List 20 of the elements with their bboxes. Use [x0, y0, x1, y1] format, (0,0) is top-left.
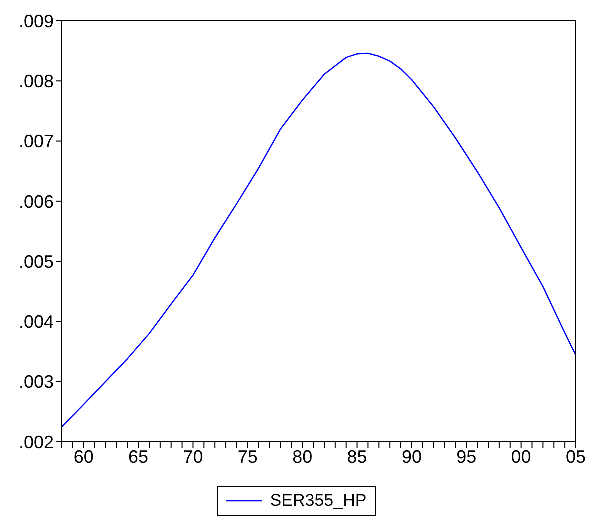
x-tick-label: 60	[74, 446, 94, 467]
x-tick-label: 00	[511, 446, 532, 467]
y-tick-label: .008	[18, 72, 54, 92]
y-tick-label: .006	[18, 192, 54, 212]
line-series	[62, 52, 576, 428]
x-tick-label: 85	[347, 446, 368, 467]
legend-label: SER355_HP	[270, 491, 367, 511]
x-tick-label: 70	[183, 446, 204, 467]
x-tick-label: 90	[402, 446, 422, 467]
x-tick-label: 80	[292, 446, 313, 467]
x-tick-label: 95	[456, 446, 477, 467]
y-tick-label: .002	[18, 432, 54, 452]
x-tick-label: 65	[128, 446, 149, 467]
y-tick-label: .009	[18, 11, 54, 32]
y-tick-label: .007	[18, 132, 54, 152]
y-tick-label: .005	[18, 252, 54, 272]
y-tick-label: .003	[18, 372, 54, 392]
x-tick-label: 75	[238, 446, 258, 467]
y-tick-label: .004	[18, 312, 54, 332]
x-tick-label: 05	[566, 446, 586, 467]
